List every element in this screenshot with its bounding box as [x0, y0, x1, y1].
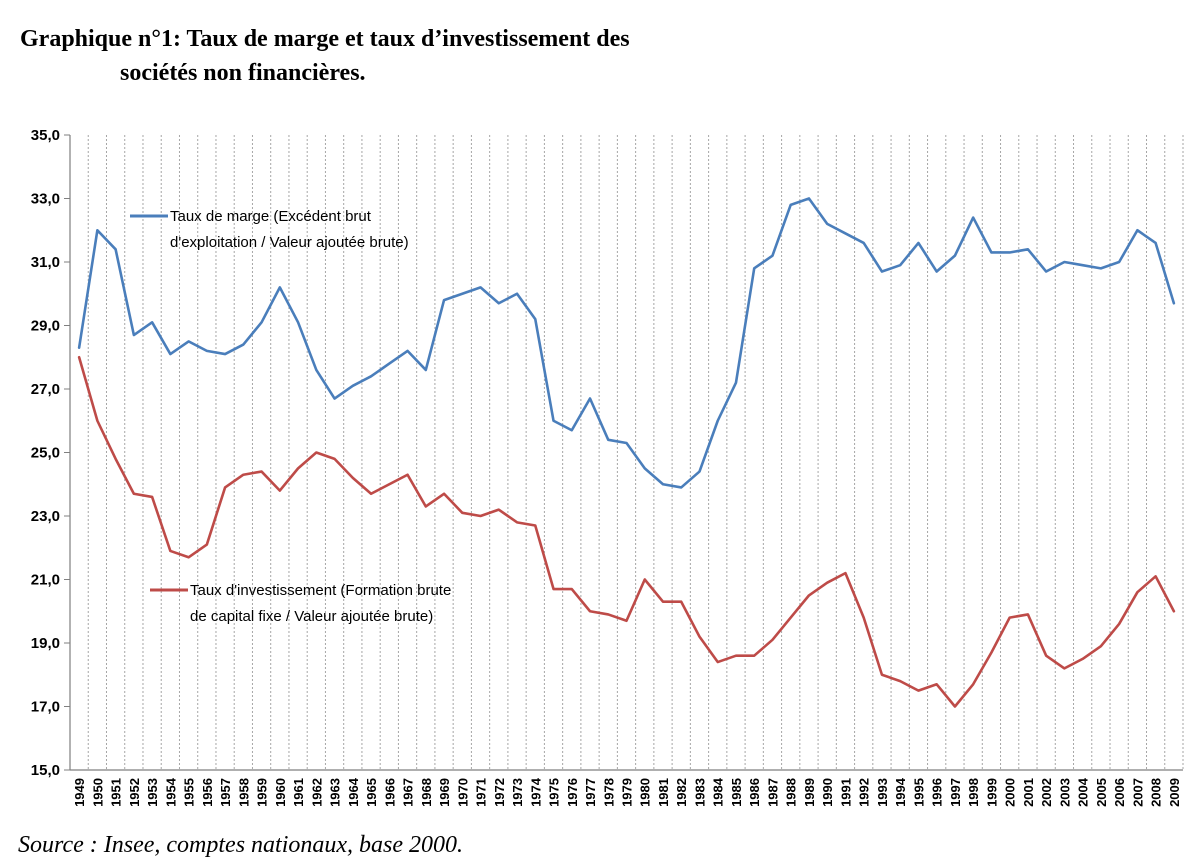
x-tick-label: 1975	[547, 778, 562, 807]
x-tick-label: 1951	[109, 778, 124, 807]
x-tick-label: 1977	[583, 778, 598, 807]
x-tick-label: 1961	[291, 778, 306, 807]
chart-grid	[87, 135, 1184, 770]
x-tick-label: 1952	[127, 778, 142, 807]
x-tick-label: 1999	[984, 778, 999, 807]
x-tick-label: 1958	[236, 778, 251, 807]
x-tick-label: 1970	[455, 778, 470, 807]
series-line-taux-investissement	[77, 355, 1176, 708]
legend-label: d'exploitation / Valeur ajoutée brute)	[170, 234, 409, 251]
y-axis-ticks: 15,0 17,0 19,0 21,0 23,0 25,0 27,0 29,0 31,0 33,0…	[31, 127, 70, 779]
x-tick-label: 1993	[875, 778, 890, 807]
source-note: Source : Insee, comptes nationaux, base …	[18, 832, 464, 858]
y-tick-label: 17,0	[31, 699, 60, 716]
x-tick-label: 2005	[1094, 778, 1109, 807]
x-tick-label: 1964	[346, 777, 361, 807]
chart-title-line-1: Graphique n°1: Taux de marge et taux d’i…	[20, 26, 630, 52]
x-tick-label: 1974	[528, 777, 543, 807]
x-tick-label: 2002	[1039, 778, 1054, 807]
x-tick-label: 1979	[620, 778, 635, 807]
x-axis-ticks: 1949 1950 1951 1952 1953 1954 1955 1956 1957 1958…	[72, 777, 1182, 807]
x-tick-label: 1949	[72, 778, 87, 807]
x-tick-label: 1976	[565, 778, 580, 807]
x-tick-label: 2004	[1076, 777, 1091, 807]
y-tick-label: 23,0	[31, 508, 60, 525]
chart-axes	[69, 135, 1183, 771]
x-tick-label: 1978	[601, 778, 616, 807]
x-tick-label: 1986	[747, 778, 762, 807]
chart-title-line-2: sociétés non financières.	[120, 60, 366, 86]
legend-label: de capital fixe / Valeur ajoutée brute)	[190, 608, 433, 625]
x-tick-label: 1969	[437, 778, 452, 807]
x-tick-label: 1988	[784, 778, 799, 807]
x-tick-label: 1966	[382, 778, 397, 807]
x-tick-label: 2001	[1021, 778, 1036, 807]
x-tick-label: 1963	[328, 778, 343, 807]
x-tick-label: 2007	[1130, 778, 1145, 807]
x-tick-label: 2006	[1112, 778, 1127, 807]
series-line-taux-de-marge	[77, 197, 1176, 489]
x-tick-label: 1989	[802, 778, 817, 807]
x-tick-label: 1957	[218, 778, 233, 807]
x-tick-label: 1981	[656, 778, 671, 807]
x-tick-label: 2008	[1149, 778, 1164, 807]
x-tick-label: 1968	[419, 778, 434, 807]
x-tick-label: 1965	[364, 778, 379, 807]
x-tick-label: 1990	[820, 778, 835, 807]
x-tick-label: 2003	[1057, 778, 1072, 807]
x-tick-label: 1985	[729, 778, 744, 807]
chart-title: Graphique n°1: Taux de marge et taux d’i…	[20, 22, 780, 90]
x-tick-label: 1996	[930, 778, 945, 807]
series-legends: Taux de marge (Excédent brut d'exploitati…	[130, 208, 451, 625]
y-tick-label: 19,0	[31, 635, 60, 652]
legend-label: Taux d'investissement (Formation brute	[190, 582, 451, 599]
x-tick-label: 1953	[145, 778, 160, 807]
legend-taux-de-marge: Taux de marge (Excédent brut d'exploitati…	[130, 208, 409, 251]
x-tick-label: 1983	[692, 778, 707, 807]
x-tick-label: 2000	[1003, 778, 1018, 807]
x-tick-label: 2009	[1167, 778, 1182, 807]
x-tick-label: 1994	[893, 777, 908, 807]
x-tick-label: 1955	[182, 778, 197, 807]
x-tick-label: 1991	[838, 778, 853, 807]
x-tick-label: 1973	[510, 778, 525, 807]
series-lines	[77, 197, 1176, 708]
x-tick-label: 1984	[711, 777, 726, 807]
y-tick-label: 31,0	[31, 254, 60, 271]
y-tick-label: 15,0	[31, 762, 60, 779]
x-tick-label: 1992	[857, 778, 872, 807]
x-tick-label: 1962	[309, 778, 324, 807]
x-tick-label: 1967	[401, 778, 416, 807]
y-tick-label: 21,0	[31, 572, 60, 589]
x-tick-label: 1972	[492, 778, 507, 807]
x-tick-label: 1971	[474, 778, 489, 807]
x-tick-label: 1956	[200, 778, 215, 807]
x-tick-label: 1954	[163, 777, 178, 807]
x-tick-label: 1995	[911, 778, 926, 807]
y-tick-label: 27,0	[31, 381, 60, 398]
legend-label: Taux de marge (Excédent brut	[170, 208, 372, 225]
x-tick-label: 1960	[273, 778, 288, 807]
y-tick-label: 33,0	[31, 191, 60, 208]
y-tick-label: 35,0	[31, 127, 60, 144]
x-tick-label: 1980	[638, 778, 653, 807]
x-tick-label: 1959	[255, 778, 270, 807]
legend-taux-investissement: Taux d'investissement (Formation brute de…	[150, 582, 451, 625]
x-tick-label: 1998	[966, 778, 981, 807]
x-tick-label: 1987	[765, 778, 780, 807]
y-tick-label: 29,0	[31, 318, 60, 335]
y-tick-label: 25,0	[31, 445, 60, 462]
x-tick-label: 1950	[90, 778, 105, 807]
x-tick-label: 1982	[674, 778, 689, 807]
x-tick-label: 1997	[948, 778, 963, 807]
